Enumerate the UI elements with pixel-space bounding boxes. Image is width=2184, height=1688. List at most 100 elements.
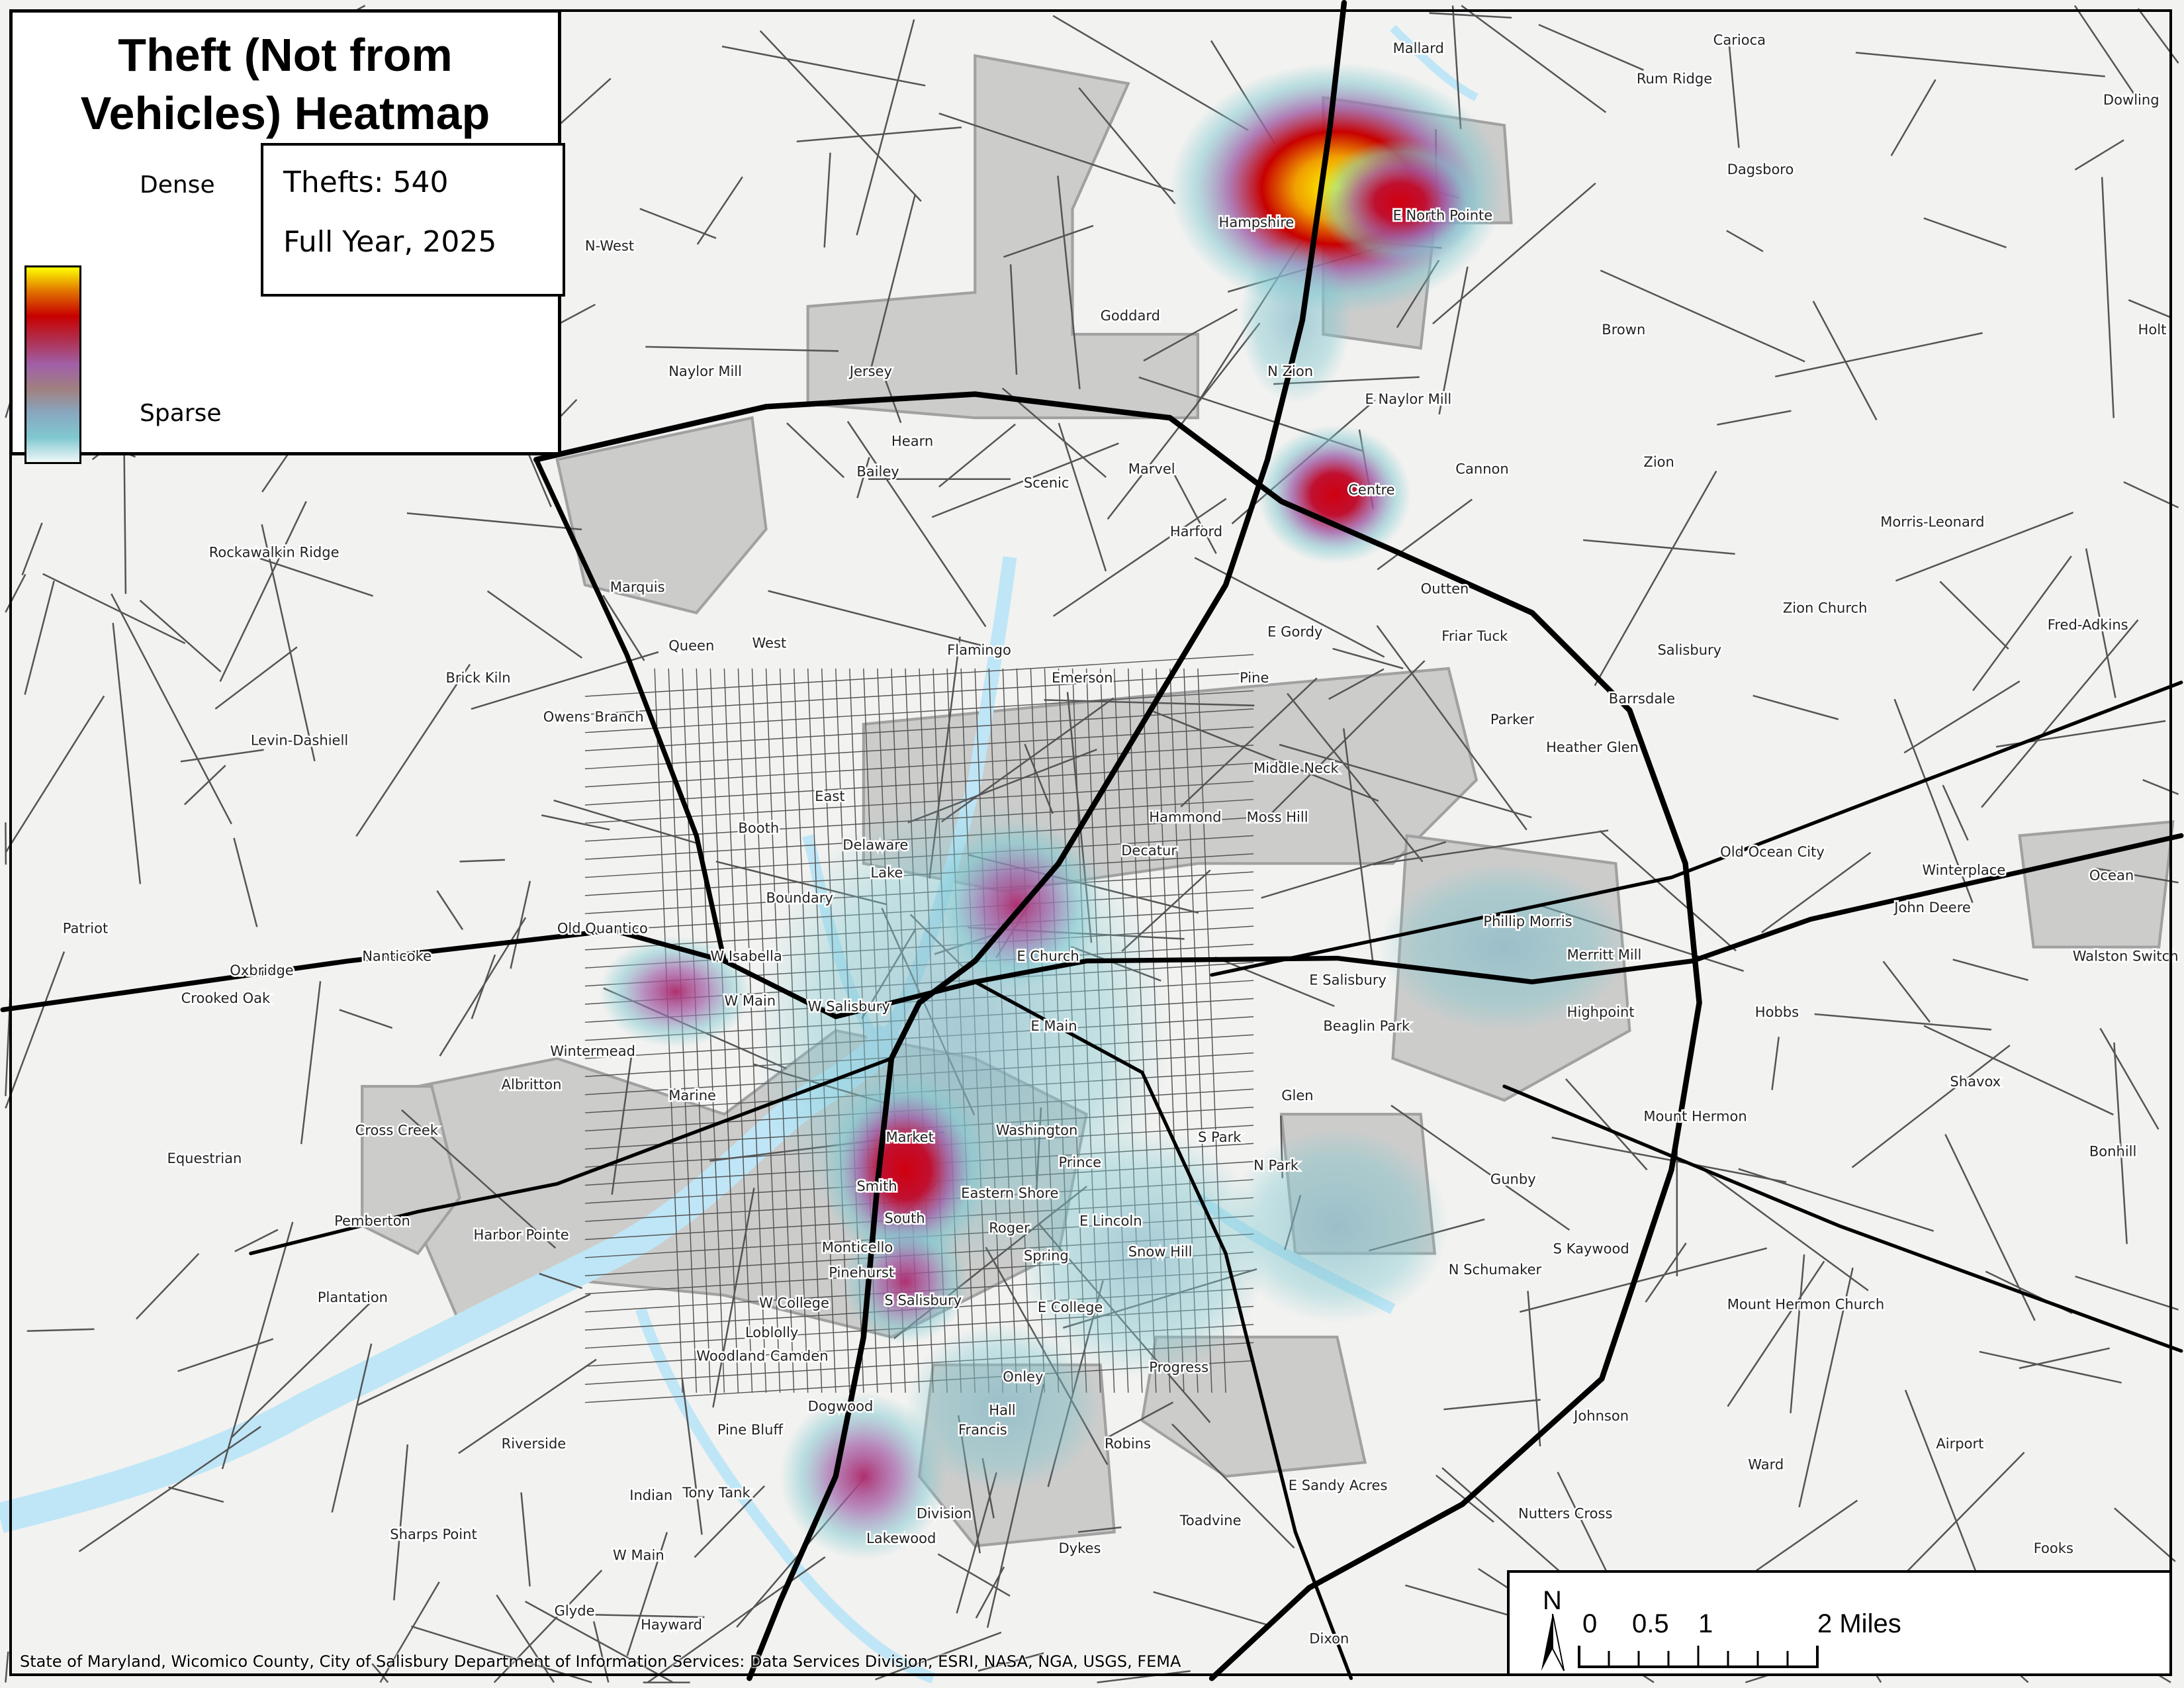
street-label: Outten: [1421, 580, 1469, 596]
density-color-ramp: [24, 265, 81, 464]
street-label: Cross Creek: [355, 1122, 439, 1139]
street-label: N Park: [1253, 1156, 1299, 1173]
street-label: Woodland: [696, 1348, 765, 1364]
street-label: Flamingo: [947, 641, 1011, 658]
street-label: Johnson: [1572, 1407, 1629, 1424]
heat-spot-onley: [905, 1323, 1101, 1491]
street-label: Naylor Mill: [668, 363, 742, 379]
street-label: Lakewood: [866, 1530, 936, 1546]
heat-spot-schumaker: [1226, 1128, 1449, 1323]
street-label: Fred-Adkins: [2048, 616, 2128, 633]
legend-panel: Theft (Not from Vehicles) Heatmap Dense …: [9, 9, 565, 464]
street-label: Hobbs: [1755, 1004, 1799, 1020]
heat-spot-east-salisbury: [1379, 863, 1630, 1031]
street-label: Ocean: [2089, 867, 2134, 884]
scale-bar: [1578, 1646, 1819, 1668]
street-label: Highpoint: [1567, 1004, 1635, 1020]
street-label: Equestrian: [167, 1150, 242, 1166]
street-label: Crooked Oak: [181, 990, 271, 1006]
street-label: N Schumaker: [1449, 1261, 1542, 1278]
street-label: W Main: [613, 1546, 664, 1563]
street-label: Salisbury: [1657, 641, 1721, 658]
street-label: Loblolly: [745, 1324, 798, 1340]
street-label: Oxbridge: [230, 962, 293, 978]
street-label: Cannon: [1455, 460, 1508, 477]
street-label: Delaware: [842, 836, 908, 853]
street-label: Hearn: [891, 432, 933, 449]
street-label: Airport: [1936, 1435, 1983, 1452]
street-label: S Kaywood: [1553, 1241, 1629, 1257]
street-label: Division: [917, 1505, 972, 1521]
street-label: Beaglin Park: [1323, 1017, 1410, 1034]
street-label: John Deere: [1893, 899, 1971, 915]
street-label: Merritt Mill: [1567, 947, 1642, 963]
street-label: Fooks: [2034, 1540, 2073, 1556]
street-label: Barrsdale: [1609, 690, 1675, 707]
street-label: Dixon: [1309, 1630, 1349, 1647]
street-label: E North Pointe: [1393, 207, 1493, 223]
heat-spot-isabella: [598, 935, 752, 1048]
heat-spot-division: [780, 1392, 948, 1560]
street-label: E Sandy Acres: [1289, 1477, 1388, 1493]
street-label: Bonhill: [2089, 1143, 2136, 1159]
street-label: Centre: [1348, 481, 1394, 498]
street-label: Nanticoke: [362, 948, 432, 964]
street-label: Dowling: [2103, 91, 2160, 108]
street-label: Market: [886, 1129, 934, 1145]
heat-spot-north-pointe-east: [1316, 139, 1484, 265]
street-label: Smith: [856, 1178, 897, 1194]
street-label: N Zion: [1267, 363, 1313, 379]
street-label: Winterplace: [1922, 861, 2005, 878]
street-label: E Naylor Mill: [1365, 391, 1452, 407]
heat-spot-north-tail: [1240, 236, 1351, 404]
north-label: N: [1543, 1586, 1562, 1615]
street-label: Brick Kiln: [445, 669, 510, 686]
scale-tick-2: 2 Miles: [1817, 1609, 1901, 1638]
street-label: Hall: [989, 1402, 1015, 1419]
street-label: Gunby: [1490, 1170, 1536, 1187]
street-label: Mallard: [1393, 40, 1444, 56]
street-label: Plantation: [318, 1289, 388, 1305]
theft-heatmap-layer: [598, 62, 1630, 1560]
heat-spot-centre: [1257, 424, 1411, 565]
street-label: Onley: [1003, 1368, 1043, 1385]
street-label: Pine: [1240, 669, 1269, 686]
street-label: W College: [759, 1295, 829, 1311]
street-label: Shavox: [1950, 1073, 2001, 1090]
street-label: Roger: [989, 1219, 1030, 1236]
street-label: East: [815, 788, 844, 804]
street-label: S Park: [1198, 1129, 1242, 1145]
street-label: Old Ocean City: [1720, 843, 1825, 860]
street-label: Goddard: [1101, 307, 1160, 324]
scale-tick-1: 1: [1698, 1609, 1713, 1638]
street-label: Robins: [1105, 1435, 1151, 1452]
street-label: Patriot: [63, 920, 108, 937]
street-label: Nutters Cross: [1518, 1505, 1612, 1521]
street-label: W Main: [724, 992, 776, 1009]
street-label: West: [752, 634, 786, 651]
street-label: Pemberton: [334, 1212, 410, 1229]
street-label: Mount Hermon: [1643, 1108, 1747, 1125]
street-label: Owens Branch: [543, 708, 644, 725]
street-label: Rum Ridge: [1637, 70, 1712, 87]
scale-tick-0-5: 0.5: [1632, 1609, 1669, 1638]
street-label: Moss Hill: [1247, 808, 1308, 825]
street-label: Mount Hermon Church: [1727, 1296, 1884, 1313]
street-label: Wintermead: [550, 1043, 635, 1059]
street-label: Spring: [1024, 1247, 1069, 1264]
street-label: Middle Neck: [1253, 760, 1339, 776]
street-label: Marquis: [610, 579, 665, 595]
street-label: Scenic: [1024, 474, 1069, 491]
street-label: Hayward: [641, 1617, 702, 1633]
street-label: Brown: [1602, 321, 1645, 338]
street-label: Jersey: [848, 363, 892, 379]
street-label: Harbor Pointe: [474, 1227, 569, 1243]
attribution-text: State of Maryland, Wicomico County, City…: [20, 1652, 1181, 1671]
street-label: Dagsboro: [1727, 161, 1794, 177]
street-label: Glen: [1281, 1087, 1313, 1103]
street-label: Rockawalkin Ridge: [209, 544, 340, 561]
street-label: Francis: [958, 1421, 1007, 1438]
scale-bar-panel: N 0 0.5 1 2 Miles: [1507, 1570, 2172, 1676]
